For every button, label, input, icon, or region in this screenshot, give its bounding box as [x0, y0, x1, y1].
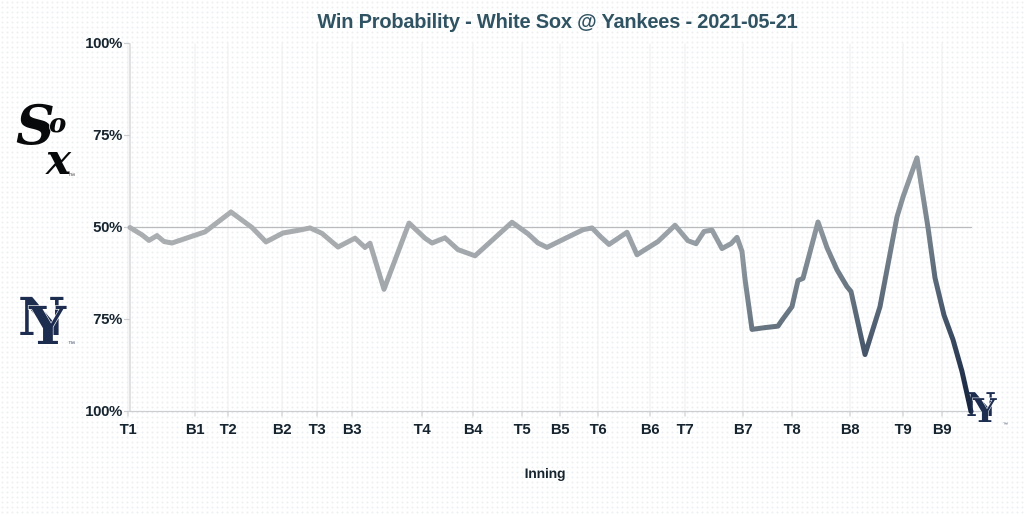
white-sox-logo-icon: S o x ™	[16, 94, 75, 182]
x-tick-label-B8: B8	[840, 421, 860, 438]
yankees-end-logo-icon: N Y ™	[966, 386, 1008, 428]
x-tick-label-B1: B1	[185, 421, 205, 438]
yankees-tm-mark: ™	[68, 341, 75, 348]
y-tick-label: 75%	[93, 310, 122, 328]
x-tick-label-T3: T3	[308, 421, 326, 438]
x-tick-label-B9: B9	[932, 421, 952, 438]
x-tick-label-B2: B2	[272, 421, 292, 438]
y-tick-label: 50%	[93, 218, 122, 236]
yankees-end-letter-y: Y	[972, 391, 997, 428]
yankees-letter-n: N	[18, 288, 66, 348]
white-sox-letter-s: S	[16, 94, 55, 157]
x-tick-label-B7: B7	[733, 421, 753, 438]
x-tick-label-T8: T8	[783, 421, 801, 438]
x-tick-label-B6: B6	[640, 421, 660, 438]
white-sox-letter-x: x	[45, 135, 72, 182]
x-tick-label-T5: T5	[513, 421, 531, 438]
yankees-logo-icon: N Y ™	[18, 288, 75, 354]
x-tick-label-B4: B4	[463, 421, 483, 438]
yankees-end-tm-mark: ™	[1003, 422, 1008, 428]
yankees-letter-y: Y	[28, 296, 67, 354]
x-tick-label-T9: T9	[894, 421, 912, 438]
y-tick-label: 100%	[85, 34, 122, 52]
y-tick-label: 75%	[93, 126, 122, 144]
x-axis-title: Inning	[524, 465, 566, 481]
y-tick-label: 100%	[85, 402, 122, 420]
x-tick-label-T4: T4	[413, 421, 431, 438]
x-tick-label-T6: T6	[589, 421, 607, 438]
page-title: Win Probability - White Sox @ Yankees - …	[317, 11, 798, 33]
white-sox-letter-o: o	[49, 109, 66, 139]
x-tick-label-B3: B3	[342, 421, 362, 438]
white-sox-tm-mark: ™	[68, 173, 75, 180]
x-tick-label-T1: T1	[119, 421, 137, 438]
yankees-end-letter-n: N	[966, 386, 996, 424]
x-tick-label-B5: B5	[550, 421, 570, 438]
win-probability-line	[127, 155, 974, 414]
x-tick-label-T7: T7	[676, 421, 694, 438]
x-tick-label-T2: T2	[219, 421, 237, 438]
